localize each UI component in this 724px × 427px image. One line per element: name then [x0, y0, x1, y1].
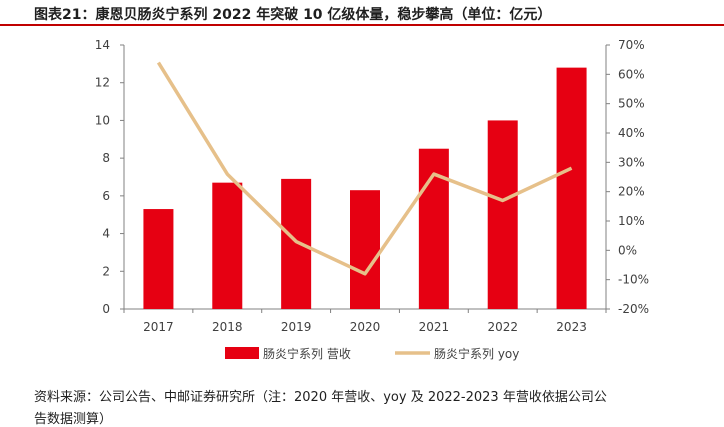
y-left-tick-label: 12: [95, 76, 110, 90]
x-tick-label: 2021: [419, 320, 450, 334]
y-right-tick-label: 50%: [618, 97, 645, 111]
x-tick-label: 2019: [281, 320, 312, 334]
revenue-bar: [488, 120, 518, 309]
y-right-tick-label: 30%: [618, 155, 645, 169]
y-right-tick-label: 0%: [618, 243, 637, 257]
x-tick-label: 2023: [556, 320, 587, 334]
y-right-tick-label: 10%: [618, 214, 645, 228]
y-left-tick-label: 4: [102, 227, 110, 241]
y-right-tick-label: 60%: [618, 67, 645, 81]
revenue-bar: [281, 179, 311, 309]
source-note-line-2: 告数据测算）: [34, 408, 112, 427]
x-tick-label: 2017: [143, 320, 174, 334]
y-right-tick-label: 20%: [618, 185, 645, 199]
y-right-tick-label: -20%: [618, 302, 649, 316]
y-left-tick-label: 6: [102, 189, 110, 203]
legend-label-revenue: 肠炎宁系列 营收: [263, 346, 351, 361]
y-left-tick-label: 2: [102, 264, 110, 278]
y-right-tick-label: 70%: [618, 38, 645, 52]
x-tick-label: 2020: [350, 320, 381, 334]
y-right-tick-label: -10%: [618, 273, 649, 287]
revenue-bar: [557, 68, 587, 309]
x-tick-label: 2022: [487, 320, 518, 334]
legend-label-yoy: 肠炎宁系列 yoy: [434, 346, 519, 361]
y-left-tick-label: 10: [95, 113, 110, 127]
chart: 0 2 4 6 8 10 12 14 -20% -10% 0% 10% 20% 30% 40% 50% 60% 7…: [0, 0, 724, 380]
y-left-tick-label: 8: [102, 151, 110, 165]
revenue-bar: [212, 183, 242, 309]
y-right-tick-label: 40%: [618, 126, 645, 140]
revenue-bar: [350, 190, 380, 309]
legend-swatch-revenue: [225, 347, 259, 359]
source-note-line-1: 资料来源：公司公告、中邮证券研究所（注：2020 年营收、yoy 及 2022-…: [34, 386, 607, 405]
x-tick-label: 2018: [212, 320, 243, 334]
y-left-tick-label: 0: [102, 302, 110, 316]
revenue-bar: [143, 209, 173, 309]
y-left-tick-label: 14: [95, 38, 110, 52]
